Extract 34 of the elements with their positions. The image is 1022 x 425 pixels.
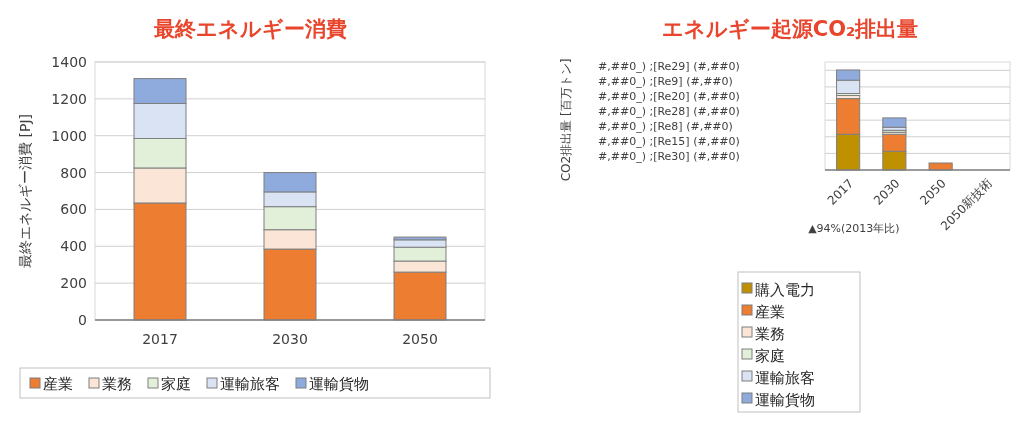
legend-label: 産業 [43, 375, 73, 393]
legend-label: 産業 [755, 303, 785, 321]
text: #,##0_) ;[Re8] (#,##0) [598, 120, 733, 133]
chart-title: エネルギー起源CO₂排出量 [661, 17, 919, 41]
legend-label: 運輸貨物 [755, 391, 815, 409]
y-tick-label: 1000 [51, 127, 87, 144]
text: #,##0_) ;[Re28] (#,##0) [598, 105, 740, 118]
text: #,##0_) ;[Re29] (#,##0) [598, 60, 740, 73]
text: #,##0_) ;[Re30] (#,##0) [598, 150, 740, 163]
legend-label: 業務 [755, 325, 785, 343]
y-tick-label: 0 [78, 312, 87, 328]
y-tick-label: 1400 [51, 54, 87, 70]
chart-title: 最終エネルギー消費 [152, 17, 347, 41]
legend-label: 購入電力 [755, 281, 815, 299]
legend-label: 運輸貨物 [309, 375, 369, 393]
text: #,##0_) ;[Re15] (#,##0) [598, 135, 740, 148]
x-tick-label: 2050 [402, 331, 438, 347]
legend-label: 家庭 [161, 375, 191, 393]
y-tick-label: 600 [60, 201, 87, 218]
x-tick-label: 2030 [272, 331, 308, 347]
legend-label: 運輸旅客 [755, 369, 815, 387]
legend-label: 家庭 [755, 347, 785, 365]
y-tick-label: 800 [60, 164, 87, 181]
y-tick-label: 400 [60, 238, 87, 255]
y-tick-label: 1200 [51, 90, 87, 107]
legend-label: 運輸旅客 [220, 375, 280, 393]
y-axis-title: CO2排出量 [百万トン] [559, 58, 573, 182]
text: #,##0_) ;[Re20] (#,##0) [598, 90, 740, 103]
legend-label: 業務 [102, 375, 132, 393]
y-tick-label: 200 [60, 275, 87, 292]
x-tick-label: 2017 [142, 331, 178, 347]
y-axis-title: 最終エネルギー消費 [PJ] [17, 114, 33, 268]
text: #,##0_) ;[Re9] (#,##0) [598, 75, 733, 88]
text: ▲94%(2013年比) [808, 222, 900, 235]
